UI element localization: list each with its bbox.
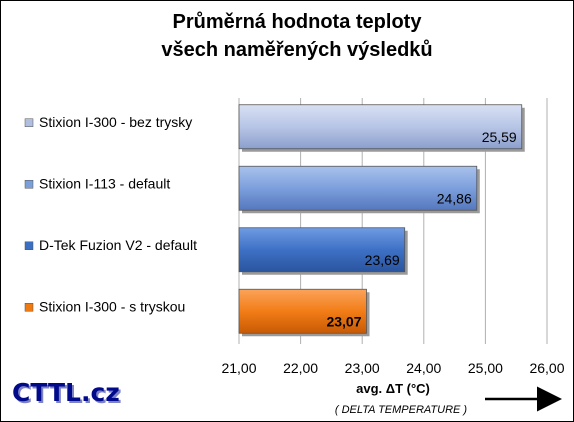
x-tick-label: 21,00 (221, 360, 256, 376)
bar (238, 227, 406, 273)
category-label: Stixion I-300 - bez trysky (39, 114, 192, 130)
logo-shadow: CTTL.cz (14, 380, 122, 409)
x-tick-label: 22,00 (283, 360, 318, 376)
category-marker (24, 180, 34, 189)
chart-title-line-2: všech naměřených výsledků (161, 39, 432, 61)
category-labels: Stixion I-300 - bez trysky Stixion I-113 … (24, 114, 197, 314)
category-marker (24, 241, 34, 250)
chart-title-line-1: Průměrná hodnota teploty (173, 11, 423, 33)
bar-value-label: 23,07 (326, 313, 361, 329)
category-label: D-Tek Fuzion V2 - default (39, 237, 197, 253)
x-tick-labels: 21,00 22,00 23,00 24,00 25,00 26,00 (221, 360, 564, 376)
category-label: Stixion I-300 - s tryskou (39, 298, 185, 314)
x-tick-label: 25,00 (468, 360, 503, 376)
bar-value-label: 25,59 (482, 129, 517, 145)
x-tick-label: 26,00 (529, 360, 564, 376)
x-axis-subtitle: ( DELTA TEMPERATURE ) (335, 404, 468, 416)
x-tick-label: 24,00 (406, 360, 441, 376)
category-label: Stixion I-113 - default (39, 175, 170, 191)
x-axis-title: avg. ΔT (°C) (356, 381, 430, 396)
bar (238, 165, 478, 211)
bar-value-label: 23,69 (365, 252, 400, 268)
category-marker (24, 118, 34, 127)
bar (238, 288, 367, 334)
bar (238, 104, 523, 150)
x-tick-label: 23,00 (345, 360, 380, 376)
cttl-logo: CTTL.cz (12, 378, 120, 407)
category-marker (24, 303, 34, 312)
bars: 25,59 24,86 23,69 23,07 (238, 104, 525, 337)
bar-value-label: 24,86 (437, 190, 472, 206)
